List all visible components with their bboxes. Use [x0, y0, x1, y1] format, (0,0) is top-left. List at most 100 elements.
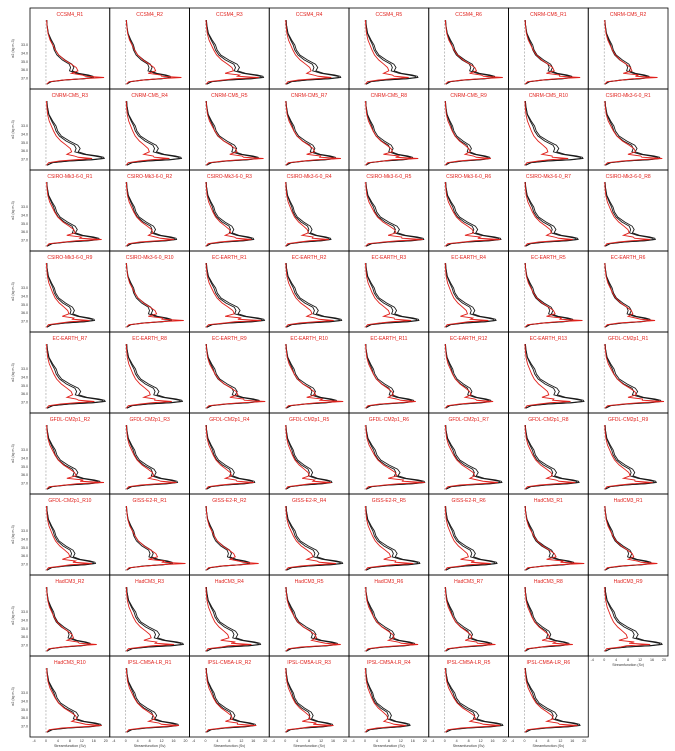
x-axis-title: Streamfunction (Sv): [373, 744, 405, 748]
panel-title: CNRM-CM5_R9: [450, 93, 487, 99]
x-tick-label: 12: [638, 658, 642, 662]
reference-line-b: [525, 343, 583, 409]
y-tick-label: 34.0: [21, 52, 28, 56]
panel-title: CCSM4_R3: [216, 12, 243, 18]
panel-title: HadCM3_R9: [614, 579, 643, 585]
reference-line-b: [46, 100, 104, 166]
model-line: [365, 424, 425, 490]
panel: GFDL-CM2p1_R9: [587, 412, 669, 495]
x-tick-label: 8: [547, 739, 549, 743]
panel-title: EC-EARTH_R4: [451, 255, 486, 261]
x-tick-label: 0: [603, 658, 605, 662]
panel-title: HadCM3_R10: [54, 660, 86, 666]
reference-line-b: [285, 262, 341, 328]
panel: HadCM3_R6: [348, 574, 430, 657]
panel-title: CNRM-CM5_R4: [131, 93, 168, 99]
panel-title: GFDL-CM2p1_R7: [448, 417, 489, 423]
panel: EC-EARTH_R5: [508, 250, 589, 333]
panel: CSIRO-Mk3-6-0_R4: [268, 169, 350, 252]
y-tick-label: 35.0: [21, 60, 28, 64]
reference-line-b: [205, 586, 260, 652]
panel-title: HadCM3_R2: [55, 579, 84, 585]
y-tick-label: 35.0: [21, 222, 28, 226]
y-tick-label: 34.0: [21, 214, 28, 218]
panel: HadCM3_R1: [508, 493, 589, 576]
x-tick-label: 8: [228, 739, 230, 743]
y-tick-label: 35.0: [21, 546, 28, 550]
reference-line-b: [525, 100, 582, 166]
panel: IPSL-CM5A-LR_R4: [348, 655, 430, 738]
panel-title: EC-EARTH_R11: [370, 336, 407, 342]
panel: CSIRO-Mk3-6-0_R6: [428, 169, 509, 252]
panel-title: HadCM3_R7: [454, 579, 483, 585]
model-line: [46, 586, 97, 652]
y-tick-label: 33.0: [21, 43, 28, 47]
panel-title: GFDL-CM2p1_R4: [209, 417, 250, 423]
panel-title: EC-EARTH_R13: [530, 336, 568, 342]
model-line: [524, 100, 569, 166]
model-line: [125, 262, 184, 328]
y-axis-title: σ2 (kg m-3): [11, 282, 15, 301]
x-tick-label: 8: [149, 739, 151, 743]
model-line: [604, 424, 653, 490]
reference-line-b: [365, 505, 419, 571]
y-tick-label: 33.0: [21, 367, 28, 371]
panel-title: CSIRO-Mk3-6-0_R7: [526, 174, 571, 180]
model-line: [604, 262, 656, 328]
model-line: [125, 667, 179, 733]
panel-title: CSIRO-Mk3-6-0_R3: [207, 174, 252, 180]
y-tick-label: 34.0: [21, 295, 28, 299]
model-line: [365, 262, 412, 328]
panel-title: CNRM-CM5_R1: [530, 12, 567, 18]
x-axis-title: Streamfunction (Sv): [213, 744, 245, 748]
x-tick-label: 4: [376, 739, 378, 743]
model-line: [365, 343, 416, 409]
y-tick-label: 34.0: [21, 133, 28, 137]
panel-title: HadCM3_R6: [374, 579, 403, 585]
y-axis-title: σ2 (kg m-3): [11, 201, 15, 220]
x-tick-label: 0: [125, 739, 127, 743]
reference-line-b: [604, 181, 655, 247]
x-tick-label: 20: [662, 658, 666, 662]
y-tick-label: 37.0: [21, 482, 28, 486]
y-axis-title: σ2 (kg m-3): [11, 687, 15, 706]
reference-line-b: [524, 181, 578, 247]
model-line: [46, 343, 95, 409]
y-tick-label: 36.0: [21, 311, 28, 315]
panel-title: EC-EARTH_R8: [132, 336, 167, 342]
panel-title: IPSL-CM5A-LR_R6: [527, 660, 571, 666]
x-tick-label: 8: [308, 739, 310, 743]
x-tick-label: 0: [444, 739, 446, 743]
y-tick-label: 35.0: [21, 141, 28, 145]
model-line: [125, 424, 177, 490]
x-tick-label: 20: [503, 739, 507, 743]
y-tick-label: 37.0: [21, 77, 28, 81]
model-line: [524, 424, 576, 490]
reference-line-b: [126, 343, 182, 409]
model-line: [524, 586, 573, 652]
x-axis-title: Streamfunction (Sv): [293, 744, 325, 748]
y-tick-label: 33.0: [21, 691, 28, 695]
panel-frame: [508, 655, 589, 738]
x-tick-label: -4: [112, 739, 115, 743]
panel-title: EC-EARTH_R10: [290, 336, 328, 342]
x-tick-label: -4: [511, 739, 514, 743]
x-tick-label: 0: [284, 739, 286, 743]
y-tick-label: 36.0: [21, 392, 28, 396]
model-line: [604, 505, 658, 571]
model-line: [604, 19, 658, 85]
reference-line-b: [365, 667, 410, 733]
model-line: [125, 100, 170, 166]
panel-title: GISS-E2-R_R1: [133, 498, 167, 504]
panel: IPSL-CM5A-LR_R3: [268, 655, 350, 738]
x-tick-label: 12: [558, 739, 562, 743]
panel-title: CCSM4_R2: [136, 12, 163, 18]
x-tick-label: 12: [80, 739, 84, 743]
model-line: [444, 262, 489, 328]
panel-title: GFDL-CM2p1_R10: [48, 498, 91, 504]
x-tick-label: 16: [650, 658, 654, 662]
y-tick-label: 33.0: [21, 610, 28, 614]
panel-title: IPSL-CM5A-LR_R1: [128, 660, 172, 666]
x-tick-label: 16: [570, 739, 574, 743]
x-tick-label: 20: [184, 739, 188, 743]
